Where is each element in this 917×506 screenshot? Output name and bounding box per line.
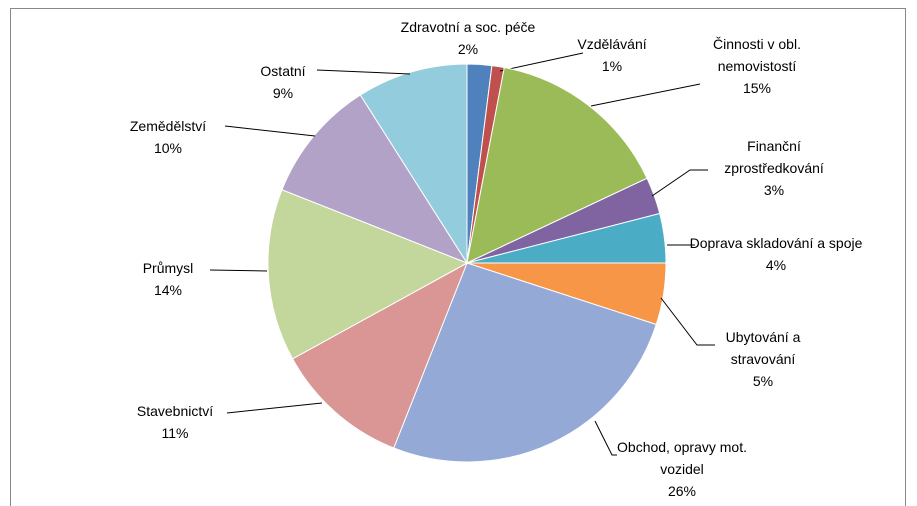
slice-label: Obchod, opravy mot. vozidel 26% <box>597 436 767 502</box>
leader-line <box>590 83 701 107</box>
slice-label: Činnosti v obl. nemovistostí 15% <box>687 33 827 99</box>
value-label: 26% <box>667 483 697 499</box>
category-label: Obchod, opravy mot. vozidel <box>617 439 747 477</box>
leader-line <box>209 269 268 272</box>
value-label: 3% <box>763 182 785 198</box>
category-label: Ostatní <box>260 63 306 79</box>
slice-label: Zemědělství 10% <box>108 115 228 159</box>
category-label: Finanční zprostředkování <box>724 138 824 176</box>
category-label: Průmysl <box>142 260 194 276</box>
value-label: 15% <box>742 80 772 96</box>
value-label: 4% <box>765 257 787 273</box>
pie-slice <box>466 66 648 264</box>
category-label: Vzdělávání <box>577 36 647 52</box>
category-label: Zdravotní a soc. péče <box>400 19 536 35</box>
leader-line <box>499 52 584 72</box>
category-label: Doprava skladování a spoje <box>689 235 863 251</box>
value-label: 2% <box>457 41 479 57</box>
category-label: Ubytování a stravování <box>725 329 801 367</box>
leader-line <box>660 297 715 346</box>
slice-label: Doprava skladování a spoje 4% <box>686 232 866 276</box>
slice-label: Vzdělávání 1% <box>557 33 667 77</box>
leader-line <box>594 420 617 456</box>
category-label: Zemědělství <box>129 118 207 134</box>
leader-line <box>224 125 316 137</box>
leader-line <box>316 69 411 75</box>
slice-label: Stavebnictví 11% <box>115 400 235 444</box>
slice-label: Finanční zprostředkování 3% <box>704 135 844 201</box>
slice-label: Zdravotní a soc. péče 2% <box>368 16 568 60</box>
value-label: 11% <box>161 425 189 441</box>
slice-label: Ostatní 9% <box>233 60 333 104</box>
value-label: 14% <box>153 282 183 298</box>
value-label: 5% <box>752 373 774 389</box>
pie-slice <box>393 262 657 463</box>
value-label: 9% <box>272 85 294 101</box>
leader-line <box>226 402 323 414</box>
pie-slice <box>359 63 468 265</box>
chart-frame <box>10 8 906 506</box>
slice-label: Ubytování a stravování 5% <box>708 326 818 392</box>
pie-slice <box>267 189 469 360</box>
value-label: 1% <box>601 58 623 74</box>
slice-label: Průmysl 14% <box>108 257 228 301</box>
value-label: 10% <box>153 140 183 156</box>
leader-line <box>651 169 708 197</box>
pie-slice <box>291 261 468 449</box>
category-label: Stavebnictví <box>136 403 214 419</box>
category-label: Činnosti v obl. nemovistostí <box>713 36 801 74</box>
